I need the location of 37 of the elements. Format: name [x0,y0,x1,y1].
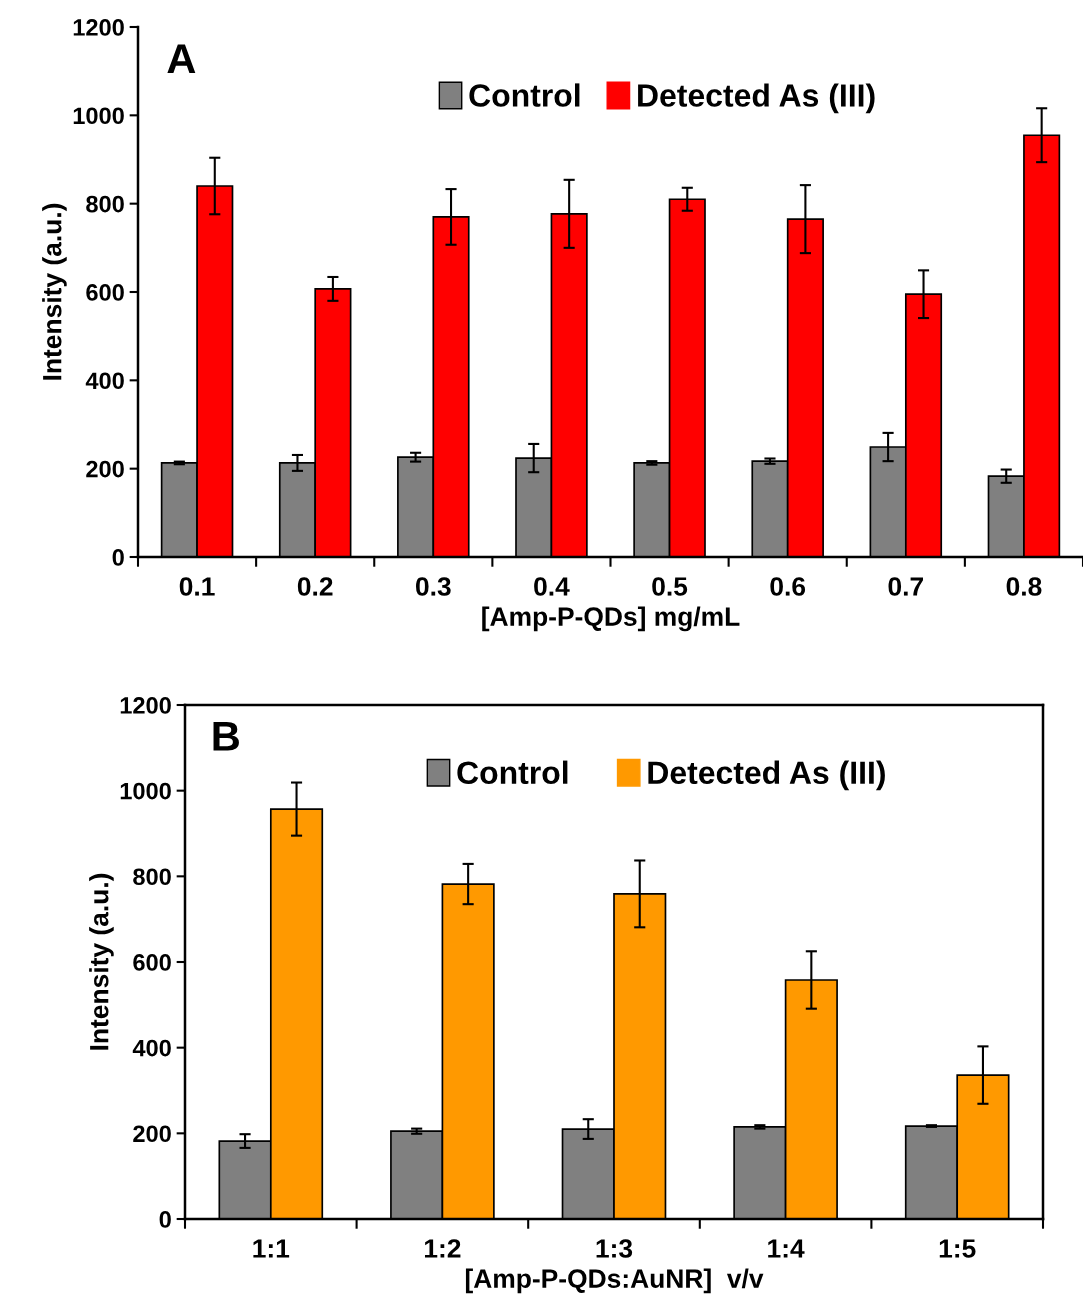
annotation: B [213,721,239,751]
y-tick-label: 200 [86,460,124,478]
y-tick-label: 1200 [73,19,124,36]
legend-label: Detected As (III) [648,760,885,791]
x-tick-label: 1:3 [596,1239,633,1258]
x-tick-label: 0.2 [297,577,333,596]
x-axis-title: [Amp-P-QDs:AuNR] v/v [465,1268,764,1294]
y-tick-label: 400 [132,1039,171,1057]
legend-label: Detected As (III) [638,83,875,114]
y-tick-label: 1000 [120,782,171,800]
x-axis-title: [Amp-P-QDs] mg/mL [482,606,740,632]
y-tick-label: 400 [85,372,124,390]
annotation: A [167,44,196,74]
y-tick-label: 800 [86,195,124,213]
x-tick-label: 0.7 [888,577,923,596]
y-axis-title: Intensity (a.u.) [89,873,114,1050]
y-tick-label: 0 [112,549,124,566]
x-tick-label: 0.4 [534,577,570,596]
x-tick-label: 1:2 [424,1239,461,1258]
x-tick-label: 0.3 [416,577,451,596]
x-tick-label: 0.5 [652,577,688,596]
y-axis-title: Intensity (a.u.) [42,203,67,380]
y-tick-label: 1000 [73,107,124,125]
legend-label: Control [457,760,568,785]
y-tick-label: 600 [86,284,124,301]
y-tick-label: 1200 [120,697,171,714]
y-tick-label: 0 [159,1211,171,1228]
x-tick-label: 1:4 [768,1239,805,1258]
x-tick-label: 0.8 [1006,577,1042,596]
x-tick-label: 1:5 [939,1239,976,1258]
y-tick-label: 200 [133,1125,171,1143]
y-tick-label: 600 [133,954,171,971]
y-tick-label: 800 [133,868,171,886]
legend-label: Control [469,83,580,107]
x-tick-label: 0.6 [770,577,806,596]
x-tick-label: 1:1 [253,1239,290,1258]
x-tick-label: 0.1 [179,577,215,596]
